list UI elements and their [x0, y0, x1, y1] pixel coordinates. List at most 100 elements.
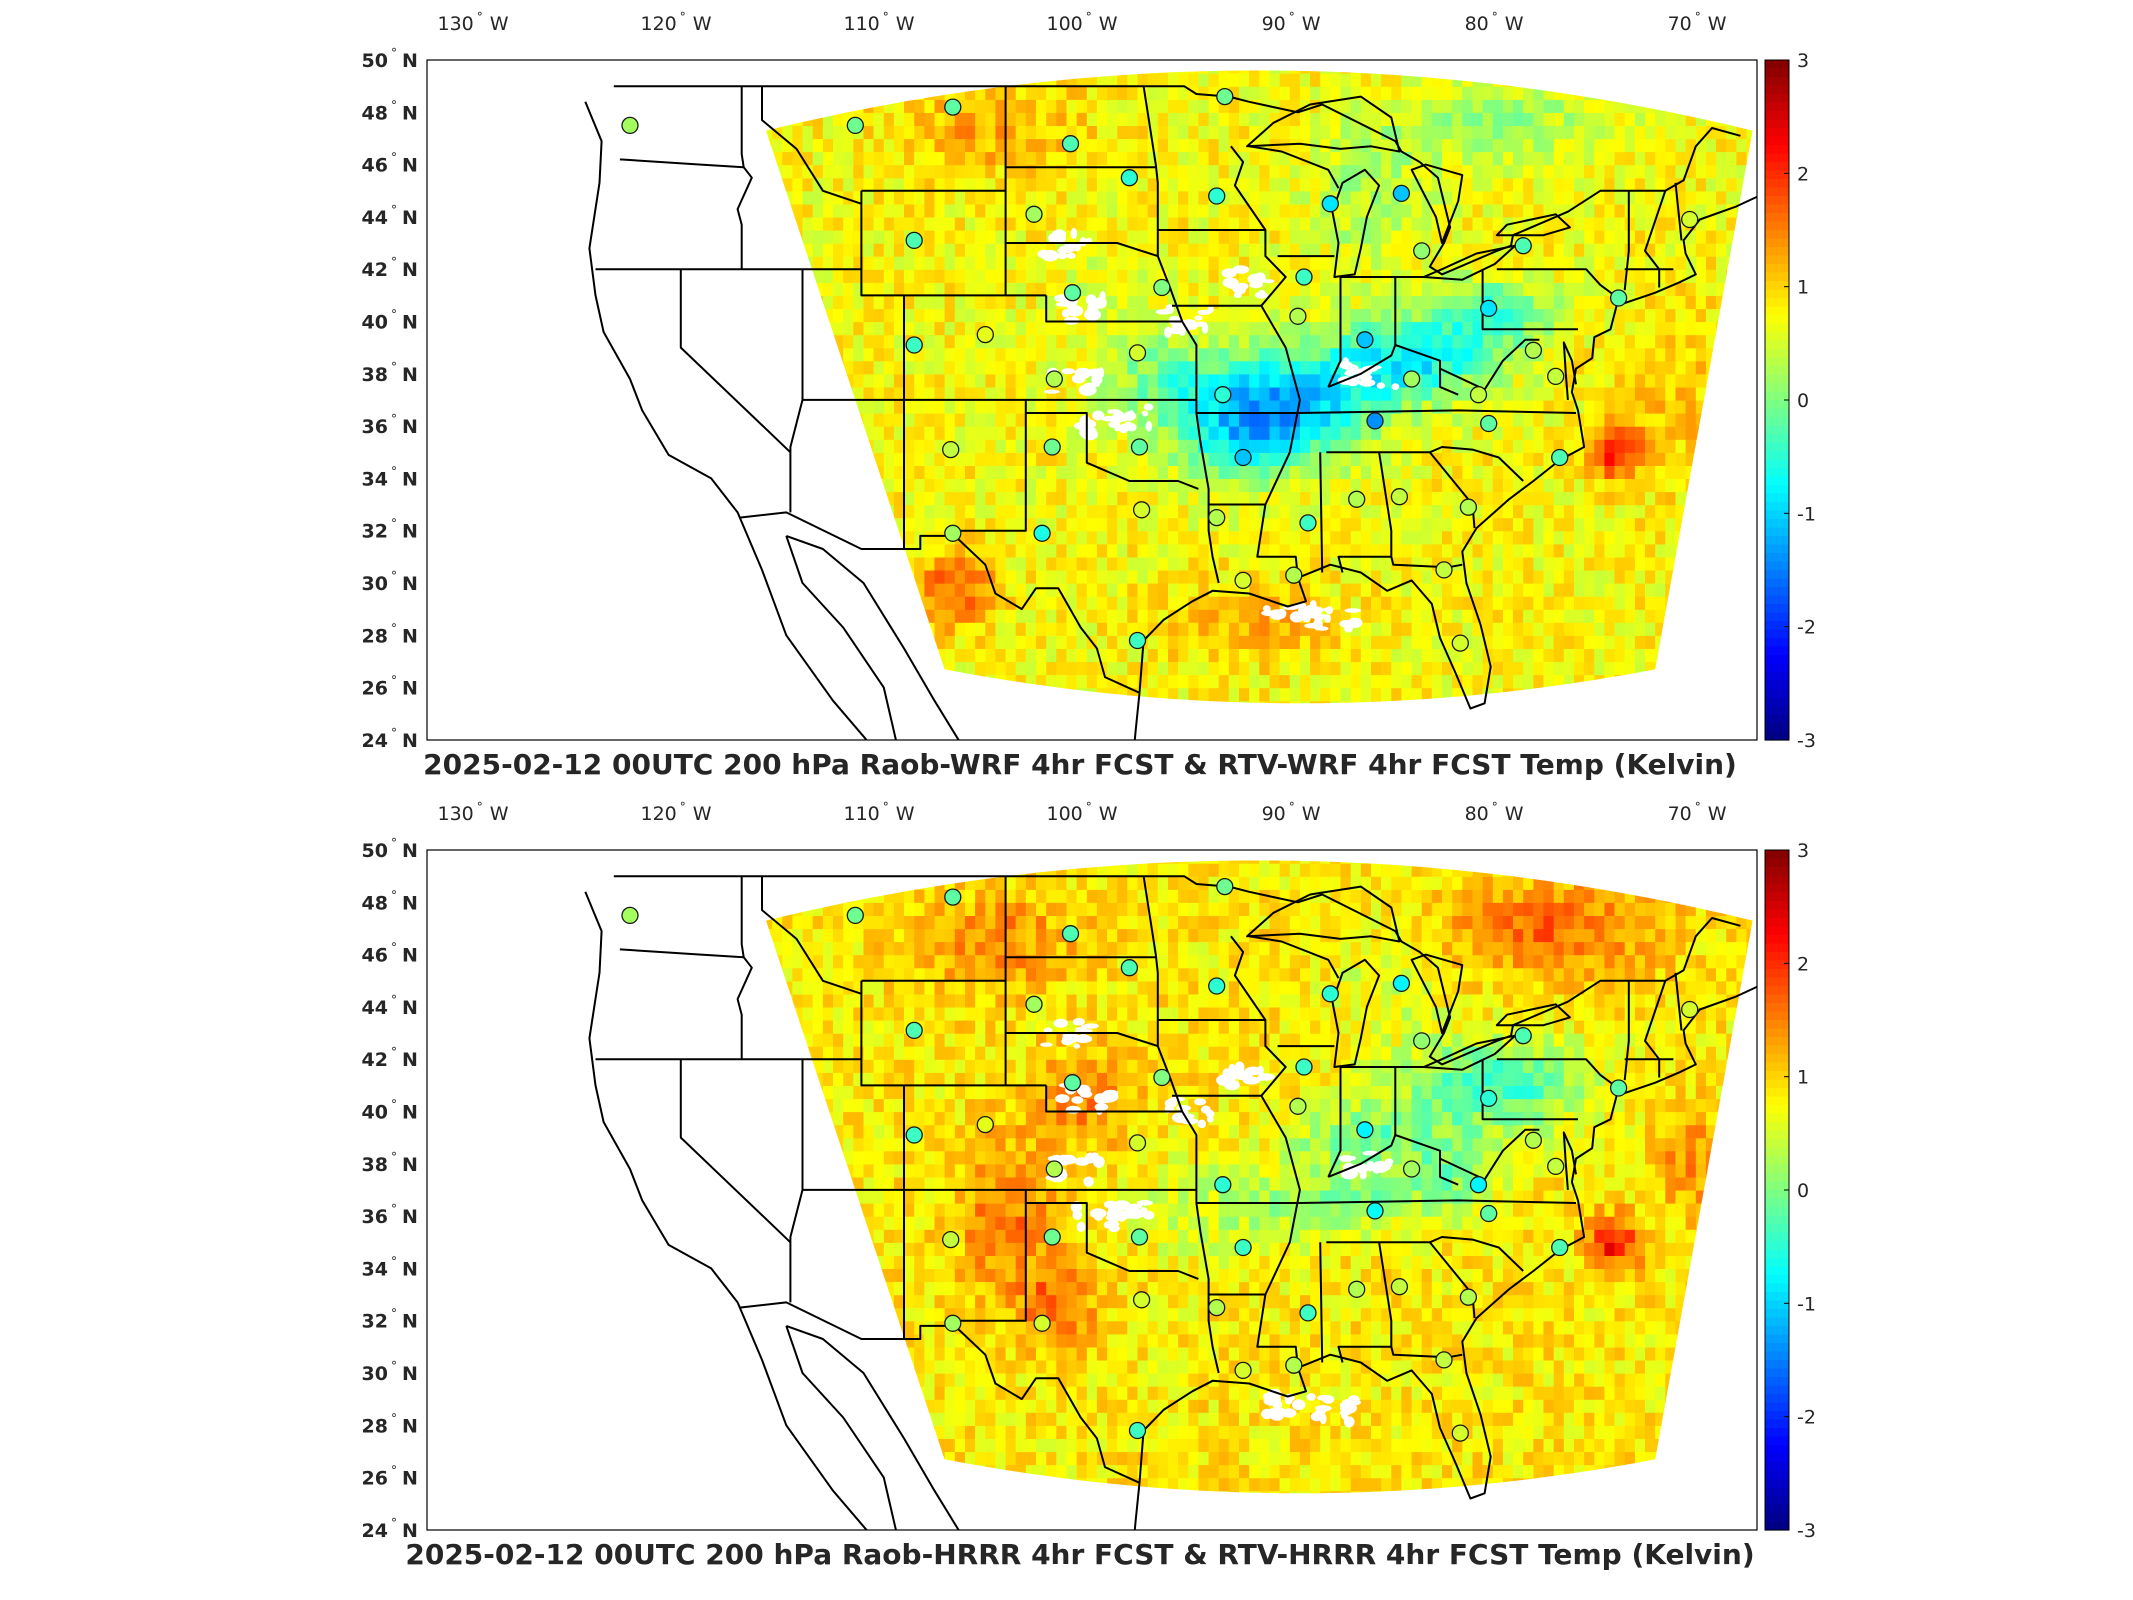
field-cell: [1330, 73, 1342, 87]
field-cell: [1645, 426, 1656, 440]
field-cell: [1310, 321, 1321, 336]
field-cell: [1645, 543, 1656, 558]
field-cell: [1076, 635, 1088, 649]
field-cell: [1269, 256, 1281, 270]
field-cell: [782, 177, 794, 192]
field-cell: [1096, 230, 1108, 244]
field-cell: [1269, 635, 1281, 649]
field-cell: [995, 321, 1007, 336]
field-cell: [1107, 308, 1118, 323]
field-cell: [1340, 99, 1352, 113]
field-cell: [934, 596, 946, 610]
field-cell: [1594, 282, 1606, 296]
field-cell: [1350, 583, 1362, 597]
field-cell: [1371, 609, 1382, 623]
field-cell: [1127, 230, 1139, 244]
field-cell: [1340, 230, 1352, 244]
field-cell: [1178, 583, 1189, 597]
field-cell: [1645, 478, 1656, 493]
field-cell: [1269, 230, 1281, 244]
field-cell: [1228, 360, 1240, 375]
field-cell: [1239, 269, 1250, 283]
field-cell: [1330, 648, 1342, 663]
field-cell: [1086, 112, 1098, 126]
field-cell: [1289, 99, 1301, 113]
field-cell: [1096, 190, 1108, 205]
field-cell: [1228, 86, 1240, 100]
field-cell: [873, 347, 885, 362]
field-cell: [1553, 243, 1565, 257]
field-cell: [1574, 556, 1585, 571]
field-cell: [1147, 478, 1159, 493]
field-cell: [1096, 177, 1108, 192]
field-cell: [1218, 164, 1230, 179]
field-cell: [833, 203, 844, 218]
field-cell: [1107, 86, 1118, 100]
field-cell: [1391, 687, 1403, 702]
field-cell: [1371, 256, 1382, 270]
field-cell: [1289, 243, 1301, 257]
field-cell: [1502, 569, 1514, 584]
field-cell: [1381, 256, 1392, 270]
field-cell: [1502, 386, 1514, 401]
field-cell: [1157, 177, 1169, 192]
field-cell: [1228, 243, 1240, 257]
field-cell: [1289, 504, 1301, 519]
field-cell: [1340, 347, 1352, 362]
field-cell: [1168, 347, 1179, 362]
field-cell: [1279, 596, 1291, 610]
field-cell: [1157, 413, 1169, 427]
field-cell: [975, 177, 986, 192]
field-cell: [1046, 177, 1057, 192]
field-cell: [1330, 478, 1342, 493]
field-cell: [1604, 583, 1616, 597]
field-cell: [1137, 399, 1149, 414]
field-cell: [1036, 177, 1047, 192]
field-cell: [1533, 478, 1545, 493]
field-cell: [914, 360, 925, 375]
field-cell: [1391, 243, 1403, 257]
field-cell: [1360, 583, 1372, 597]
field-cell: [1584, 517, 1595, 532]
field-cell: [1310, 112, 1321, 126]
field-cell: [1086, 583, 1098, 597]
field-cell: [1472, 230, 1484, 244]
field-cell: [1401, 334, 1413, 349]
field-cell: [1472, 583, 1484, 597]
field-cell: [863, 125, 875, 140]
field-cell: [1381, 478, 1392, 493]
field-cell: [1178, 112, 1189, 126]
field-cell: [1259, 478, 1270, 493]
field-cell: [1036, 230, 1047, 244]
field-cell: [1350, 164, 1362, 179]
field-cell: [853, 243, 865, 257]
field-cell: [1431, 177, 1443, 192]
field-cell: [1442, 504, 1453, 519]
field-cell: [1147, 282, 1159, 296]
field-cell: [1350, 125, 1362, 140]
field-cell: [1431, 609, 1443, 623]
field-cell: [1076, 230, 1088, 244]
field-cell: [1127, 99, 1139, 113]
field-cell: [965, 360, 976, 375]
field-cell: [1228, 426, 1240, 440]
field-cell: [1340, 282, 1352, 296]
field-cell: [1178, 439, 1189, 453]
field-cell: [1096, 269, 1108, 283]
field-cell: [1614, 622, 1626, 636]
field-cell: [1178, 609, 1189, 623]
field-cell: [1431, 687, 1443, 702]
field-cell: [1371, 190, 1382, 205]
field-cell: [1665, 556, 1677, 571]
field-cell: [954, 596, 966, 610]
field-cell: [1624, 556, 1636, 571]
field-cell: [1452, 596, 1463, 610]
field-cell: [975, 426, 986, 440]
field-cell: [1086, 151, 1098, 166]
field-cell: [1056, 556, 1067, 571]
field-cell: [1533, 243, 1545, 257]
field-cell: [1442, 596, 1453, 610]
field-cell: [1310, 256, 1321, 270]
field-cell: [1401, 439, 1413, 453]
field-cell: [1360, 73, 1372, 87]
